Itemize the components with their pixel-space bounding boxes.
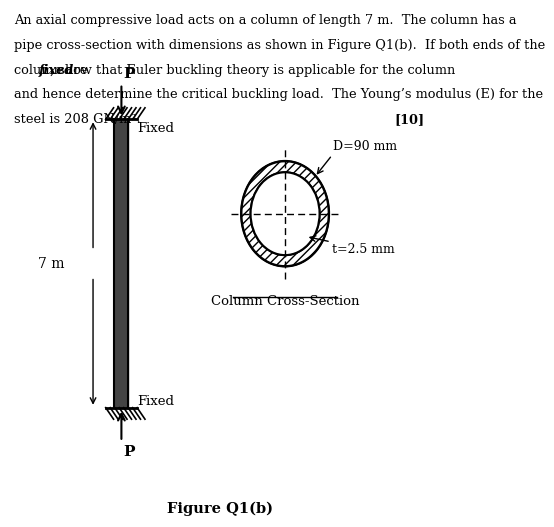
Text: Column Cross-Section: Column Cross-Section	[211, 295, 360, 308]
Text: Fixed: Fixed	[137, 122, 174, 135]
Text: , show that Euler buckling theory is applicable for the column: , show that Euler buckling theory is app…	[50, 64, 455, 77]
Text: pipe cross-section with dimensions as shown in Figure Q1(b).  If both ends of th: pipe cross-section with dimensions as sh…	[14, 39, 546, 52]
Text: P: P	[123, 67, 135, 81]
Text: steel is 208 GN/m².: steel is 208 GN/m².	[14, 113, 141, 126]
Text: Figure Q1(b): Figure Q1(b)	[167, 502, 273, 516]
Text: Fixed: Fixed	[137, 395, 174, 407]
Circle shape	[242, 161, 329, 266]
Text: P: P	[123, 445, 135, 460]
PathPatch shape	[242, 161, 329, 266]
Text: D=90 mm: D=90 mm	[333, 140, 397, 153]
Text: [10]: [10]	[394, 113, 425, 126]
Text: An axial compressive load acts on a column of length 7 m.  The column has a: An axial compressive load acts on a colu…	[14, 15, 517, 27]
Text: t=2.5 mm: t=2.5 mm	[332, 243, 394, 256]
Text: and hence determine the critical buckling load.  The Young’s modulus (E) for the: and hence determine the critical bucklin…	[14, 89, 543, 101]
Text: fixed: fixed	[39, 64, 74, 77]
Text: 7 m: 7 m	[38, 257, 65, 270]
Circle shape	[250, 172, 320, 255]
Text: column are: column are	[14, 64, 92, 77]
